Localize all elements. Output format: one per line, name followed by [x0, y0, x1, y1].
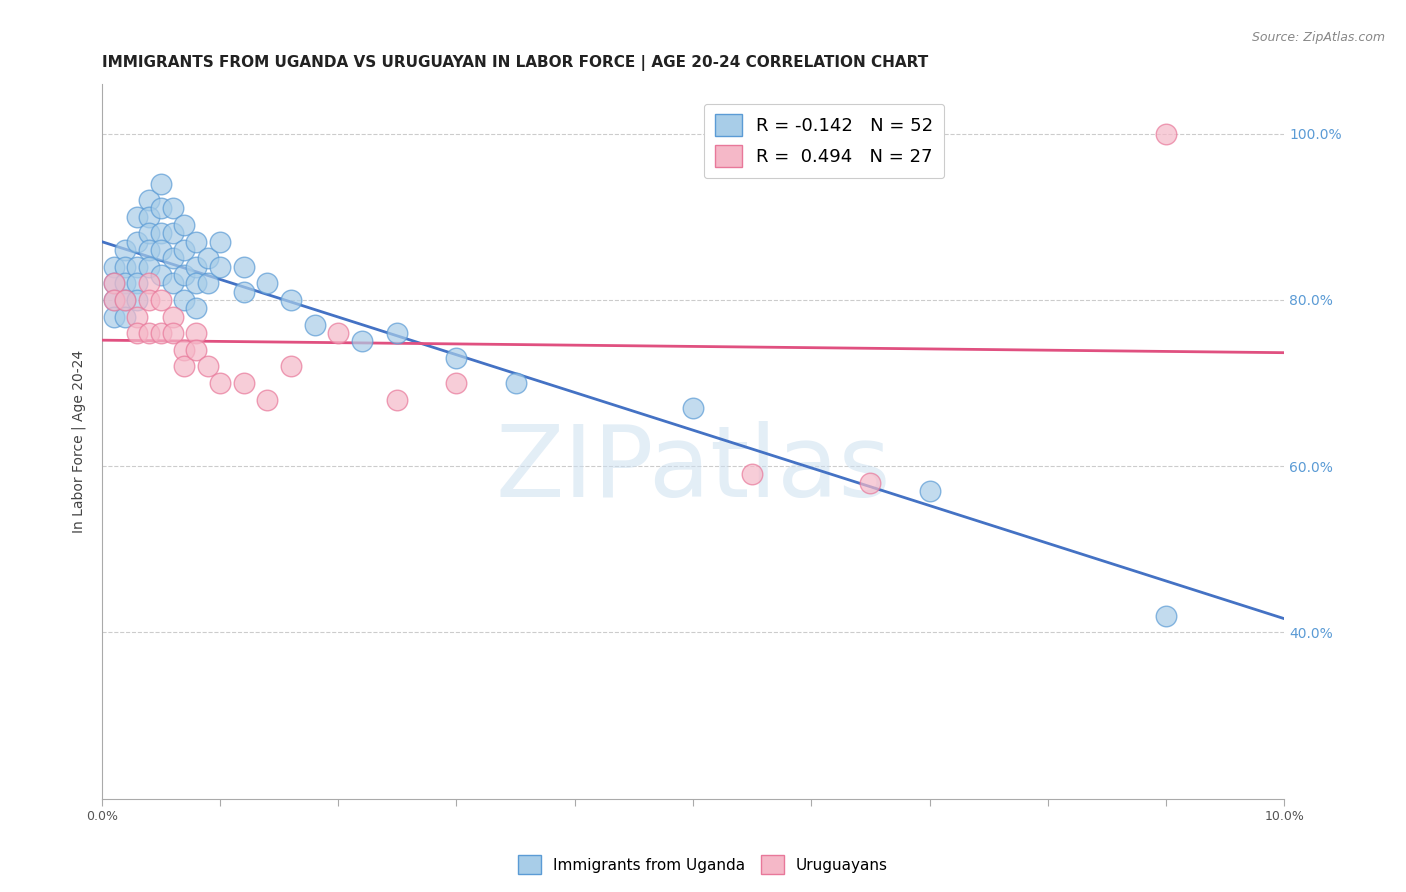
Point — [328, 326, 350, 341]
Y-axis label: In Labor Force | Age 20-24: In Labor Force | Age 20-24 — [72, 350, 86, 533]
Point — [186, 343, 208, 357]
Point — [114, 293, 136, 307]
Point — [103, 260, 125, 274]
Point — [859, 475, 882, 490]
Point — [1154, 608, 1177, 623]
Point — [114, 310, 136, 324]
Point — [103, 310, 125, 324]
Point — [127, 260, 149, 274]
Legend: Immigrants from Uganda, Uruguayans: Immigrants from Uganda, Uruguayans — [512, 849, 894, 880]
Point — [186, 326, 208, 341]
Point — [741, 467, 763, 482]
Point — [304, 318, 326, 332]
Point — [114, 260, 136, 274]
Point — [103, 277, 125, 291]
Point — [173, 343, 195, 357]
Point — [138, 326, 160, 341]
Point — [197, 277, 219, 291]
Point — [127, 210, 149, 224]
Point — [138, 210, 160, 224]
Point — [127, 277, 149, 291]
Point — [149, 268, 172, 282]
Point — [162, 326, 184, 341]
Point — [127, 326, 149, 341]
Point — [186, 301, 208, 316]
Point — [208, 376, 231, 390]
Point — [197, 252, 219, 266]
Text: IMMIGRANTS FROM UGANDA VS URUGUAYAN IN LABOR FORCE | AGE 20-24 CORRELATION CHART: IMMIGRANTS FROM UGANDA VS URUGUAYAN IN L… — [101, 55, 928, 71]
Point — [127, 235, 149, 249]
Point — [162, 252, 184, 266]
Point — [149, 202, 172, 216]
Point — [149, 293, 172, 307]
Point — [682, 401, 704, 415]
Point — [162, 227, 184, 241]
Point — [197, 359, 219, 374]
Point — [149, 326, 172, 341]
Point — [173, 268, 195, 282]
Point — [232, 285, 254, 299]
Point — [173, 218, 195, 232]
Point — [114, 293, 136, 307]
Point — [1154, 127, 1177, 141]
Point — [186, 235, 208, 249]
Point — [138, 243, 160, 257]
Point — [232, 260, 254, 274]
Point — [280, 293, 302, 307]
Point — [208, 260, 231, 274]
Point — [387, 326, 409, 341]
Point — [103, 293, 125, 307]
Point — [138, 227, 160, 241]
Point — [280, 359, 302, 374]
Point — [208, 235, 231, 249]
Point — [103, 277, 125, 291]
Point — [505, 376, 527, 390]
Point — [918, 484, 941, 499]
Point — [162, 202, 184, 216]
Point — [186, 277, 208, 291]
Point — [149, 243, 172, 257]
Point — [149, 227, 172, 241]
Legend: R = -0.142   N = 52, R =  0.494   N = 27: R = -0.142 N = 52, R = 0.494 N = 27 — [704, 103, 945, 178]
Point — [162, 310, 184, 324]
Point — [232, 376, 254, 390]
Point — [103, 293, 125, 307]
Point — [350, 334, 373, 349]
Point — [173, 243, 195, 257]
Point — [138, 277, 160, 291]
Point — [138, 193, 160, 207]
Point — [138, 293, 160, 307]
Point — [256, 277, 278, 291]
Point — [162, 277, 184, 291]
Point — [173, 359, 195, 374]
Point — [186, 260, 208, 274]
Point — [127, 310, 149, 324]
Point — [138, 260, 160, 274]
Point — [149, 177, 172, 191]
Point — [446, 351, 468, 365]
Point — [114, 277, 136, 291]
Text: Source: ZipAtlas.com: Source: ZipAtlas.com — [1251, 31, 1385, 45]
Point — [387, 392, 409, 407]
Point — [256, 392, 278, 407]
Point — [446, 376, 468, 390]
Point — [114, 243, 136, 257]
Text: ZIPatlas: ZIPatlas — [495, 421, 891, 518]
Point — [127, 293, 149, 307]
Point — [173, 293, 195, 307]
